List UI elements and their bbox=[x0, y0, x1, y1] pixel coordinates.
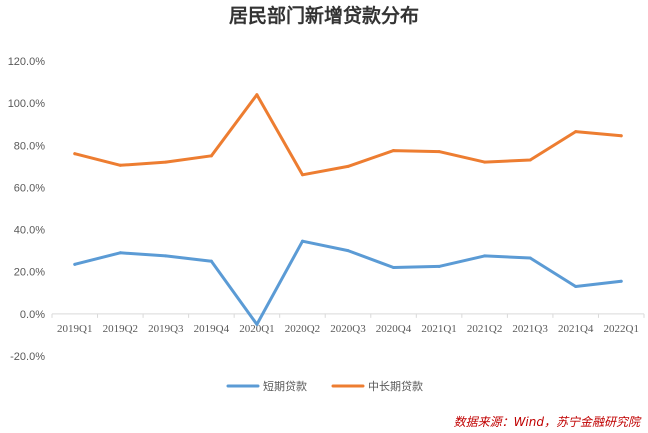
x-tick-label: 2019Q1 bbox=[57, 323, 92, 335]
data-point bbox=[255, 322, 259, 326]
x-tick-label: 2020Q4 bbox=[376, 323, 412, 335]
legend-item-long-term: 中长期贷款 bbox=[331, 379, 423, 393]
y-tick-label: -20.0% bbox=[10, 351, 45, 363]
data-point bbox=[73, 152, 77, 156]
series-layer bbox=[73, 93, 623, 326]
data-point bbox=[437, 150, 441, 154]
legend: 短期贷款 中长期贷款 bbox=[226, 379, 423, 393]
y-tick-label: 0.0% bbox=[20, 309, 45, 321]
x-tick-label: 2019Q4 bbox=[194, 323, 230, 335]
x-tick-label: 2020Q2 bbox=[285, 323, 320, 335]
legend-item-short-term: 短期贷款 bbox=[226, 379, 307, 393]
data-point bbox=[209, 259, 213, 263]
data-point bbox=[574, 130, 578, 134]
data-point bbox=[392, 266, 396, 269]
x-tick-label: 2021Q2 bbox=[467, 323, 502, 335]
data-point bbox=[209, 154, 213, 158]
x-tick-label: 2019Q3 bbox=[148, 323, 184, 335]
data-point bbox=[483, 254, 487, 258]
x-tick-label: 2022Q1 bbox=[604, 323, 639, 335]
data-point bbox=[164, 254, 168, 258]
source-note: 数据来源：Wind，苏宁金融研究院 bbox=[454, 415, 642, 429]
data-point bbox=[118, 163, 122, 167]
x-tick-label: 2021Q3 bbox=[512, 323, 548, 335]
legend-label-long-term: 中长期贷款 bbox=[368, 379, 423, 393]
x-tick-label: 2020Q3 bbox=[330, 323, 366, 335]
data-point bbox=[437, 264, 441, 268]
series-line-long-term bbox=[73, 93, 623, 177]
data-point bbox=[528, 256, 532, 260]
data-point bbox=[73, 262, 77, 266]
y-axis: -20.0% 0.0% 20.0% 40.0% 60.0% 80.0% 100.0% 120.… bbox=[8, 56, 46, 363]
data-point bbox=[574, 284, 578, 288]
x-axis: 2019Q1 2019Q2 2019Q3 2019Q4 2020Q1 2020Q2 2020… bbox=[51, 313, 645, 335]
x-tick-label: 2019Q2 bbox=[103, 323, 138, 335]
data-point bbox=[300, 173, 304, 177]
data-point bbox=[346, 164, 350, 168]
data-point bbox=[619, 279, 623, 283]
chart-title: 居民部门新增贷款分布 bbox=[229, 4, 419, 27]
data-point bbox=[483, 160, 487, 164]
y-tick-label: 120.0% bbox=[8, 56, 46, 68]
data-point bbox=[118, 251, 122, 255]
data-point bbox=[619, 134, 623, 138]
data-point bbox=[300, 239, 304, 243]
y-tick-label: 60.0% bbox=[14, 182, 45, 194]
data-point bbox=[164, 160, 168, 164]
x-tick-label: 2020Q1 bbox=[239, 323, 274, 335]
y-tick-label: 80.0% bbox=[14, 140, 45, 152]
y-tick-label: 20.0% bbox=[14, 267, 45, 279]
legend-label-short-term: 短期贷款 bbox=[263, 379, 307, 393]
data-point bbox=[255, 93, 259, 97]
data-point bbox=[346, 249, 350, 253]
y-tick-label: 100.0% bbox=[8, 98, 46, 110]
x-tick-label: 2021Q4 bbox=[558, 323, 594, 335]
data-point bbox=[392, 149, 396, 153]
y-tick-label: 40.0% bbox=[14, 225, 45, 237]
data-point bbox=[528, 158, 532, 162]
x-tick-label: 2021Q1 bbox=[421, 323, 456, 335]
series-line-short-term bbox=[73, 239, 623, 326]
